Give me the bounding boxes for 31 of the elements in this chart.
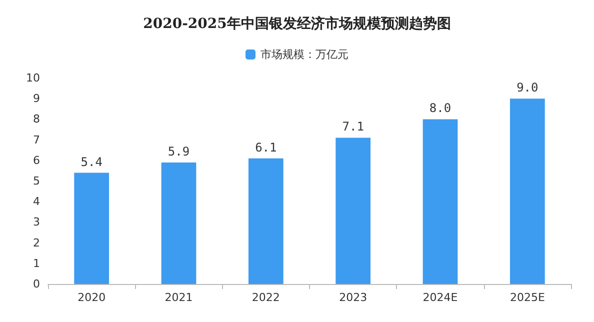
bar [336, 138, 371, 284]
y-tick-label: 1 [33, 256, 40, 270]
data-label: 7.1 [342, 120, 364, 134]
data-label: 5.9 [168, 144, 190, 158]
y-tick-label: 8 [33, 112, 40, 126]
y-tick-label: 2 [33, 236, 40, 250]
y-tick-label: 10 [26, 72, 40, 84]
y-tick-label: 5 [33, 174, 40, 188]
bar [74, 172, 110, 284]
y-tick-label: 7 [33, 133, 40, 146]
x-tick-label: 2023 [339, 291, 368, 304]
data-label: 5.4 [80, 154, 102, 169]
data-label: 6.1 [255, 140, 277, 154]
bar [510, 98, 545, 284]
y-tick-label: 3 [33, 216, 40, 229]
chart-title: 2020-2025年中国银发经济市场规模预测趋势图 [143, 15, 451, 32]
y-tick-label: 4 [33, 195, 40, 208]
bar [422, 119, 458, 284]
data-label: 9.0 [516, 80, 538, 95]
x-tick-label: 2020 [78, 291, 106, 304]
y-tick-label: 9 [33, 92, 40, 106]
x-tick-label: 2024E [422, 291, 458, 304]
x-tick-label: 2022 [252, 291, 280, 304]
y-tick-label: 0 [33, 278, 40, 290]
legend-label: 市场规模：万亿元 [260, 48, 348, 61]
bar [248, 158, 284, 284]
bar [161, 162, 196, 284]
x-tick-label: 2021 [164, 291, 193, 304]
data-label: 8.0 [429, 101, 452, 116]
x-tick-label: 2025E [510, 291, 545, 304]
y-tick-label: 6 [33, 154, 40, 167]
